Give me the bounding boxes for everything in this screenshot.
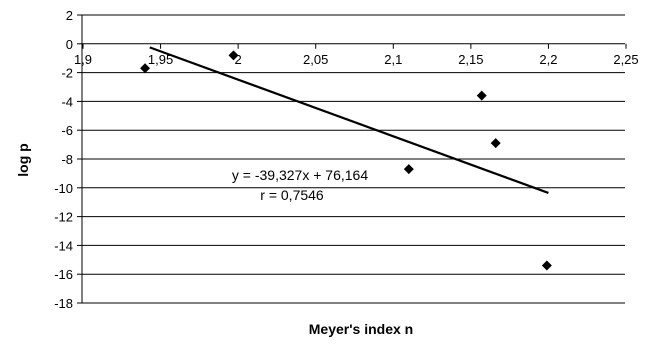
y-tick-label: -14 — [54, 238, 73, 253]
tick-labels: 2 0 -2 -4 -6 -8 -10 -12 -14 -16 -18 1,9 1,95 2 2,05 2,1… — [54, 8, 638, 311]
y-tick-label: -12 — [54, 210, 73, 225]
y-tick-label: -8 — [61, 152, 73, 167]
data-point — [228, 50, 239, 61]
y-tick-label: -18 — [54, 296, 73, 311]
x-tick-label: 2,15 — [458, 52, 483, 67]
trendline-equation: y = -39,327x + 76,164 — [232, 167, 368, 183]
data-point — [403, 164, 414, 175]
correlation-label: r = 0,7546 — [260, 187, 324, 203]
x-tick-label: 2 — [235, 52, 242, 67]
y-axis-title: log p — [15, 143, 31, 176]
x-tick-label: 1,9 — [74, 52, 92, 67]
y-tick-label: -16 — [54, 267, 73, 282]
grid — [82, 14, 625, 304]
trendline — [149, 46, 549, 194]
y-tick-label: -2 — [61, 66, 73, 81]
y-tick-label: -6 — [61, 123, 73, 138]
x-tick-label: 1,95 — [148, 52, 173, 67]
x-tick-label: 2,1 — [384, 52, 402, 67]
data-point — [541, 260, 552, 271]
y-tick-label: 0 — [66, 37, 73, 52]
y-tick-label: 2 — [66, 8, 73, 23]
data-point — [140, 63, 151, 74]
data-point — [476, 90, 487, 101]
axes — [77, 14, 627, 304]
data-point — [490, 138, 501, 149]
y-tick-label: -4 — [61, 94, 73, 109]
trendline-layer — [149, 46, 549, 194]
x-tick-label: 2,2 — [539, 52, 557, 67]
x-tick-label: 2,05 — [303, 52, 328, 67]
y-tick-label: -10 — [54, 181, 73, 196]
x-axis-title: Meyer's index n — [309, 321, 413, 337]
x-tick-label: 2,25 — [613, 52, 638, 67]
points-layer — [140, 50, 552, 271]
